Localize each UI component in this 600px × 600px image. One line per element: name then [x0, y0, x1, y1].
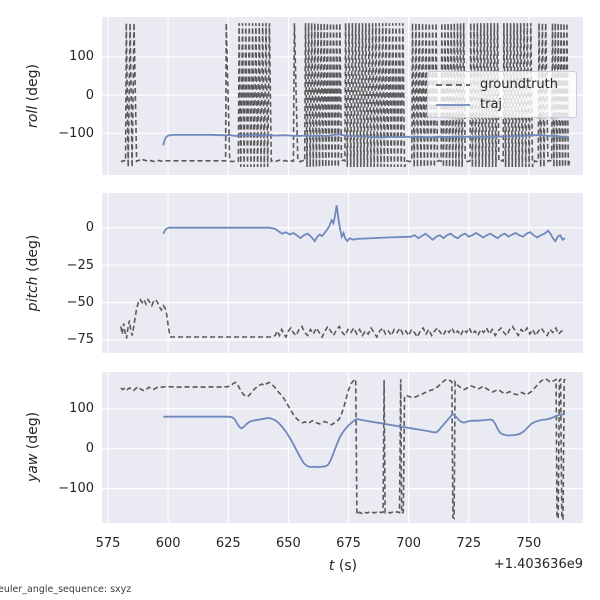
- legend-label-traj: traj: [480, 97, 503, 112]
- pitch-y-tick-label: −50: [66, 295, 94, 311]
- caption: euler_angle_sequence: sxyz: [0, 584, 132, 595]
- yaw-y-tick-label: −100: [58, 481, 94, 497]
- x-axis-offset-text: +1.403636e9: [493, 557, 583, 572]
- roll-y-tick-label: 100: [69, 49, 94, 65]
- x-axis-label-var: t: [328, 558, 335, 574]
- legend-item-traj: traj: [436, 98, 566, 111]
- pitch-groundtruth-line: [120, 297, 565, 339]
- roll-y-tick-label: 0: [85, 87, 94, 103]
- pitch-traj-line: [162, 205, 566, 243]
- yaw-y-tick-label: 100: [69, 401, 94, 417]
- pitch-axis-label: pitch (deg): [24, 193, 42, 353]
- x-tick-label: 575: [95, 536, 121, 551]
- roll-axis-label-var: roll: [25, 105, 41, 128]
- yaw-axis-label-var: yaw: [25, 453, 41, 483]
- pitch-y-tick-label: −25: [66, 257, 94, 273]
- x-tick-label: 600: [155, 536, 181, 551]
- legend: groundtruth traj: [427, 71, 577, 118]
- groundtruth-line-sample-icon: [436, 83, 470, 86]
- x-tick-label: 700: [396, 536, 422, 551]
- pitch-y-tick-label: 0: [85, 220, 94, 236]
- x-tick-label: 725: [456, 536, 482, 551]
- yaw-plot: [102, 372, 583, 523]
- x-tick-label: 750: [516, 536, 542, 551]
- pitch-plot: [102, 193, 583, 353]
- x-tick-label: 650: [275, 536, 301, 551]
- yaw-y-tick-label: 0: [85, 441, 94, 457]
- yaw-groundtruth-line: [120, 377, 566, 521]
- roll-y-tick-label: −100: [58, 125, 94, 141]
- roll-traj-line: [162, 133, 568, 146]
- traj-line-sample-icon: [436, 103, 470, 106]
- x-tick-label: 675: [336, 536, 361, 551]
- roll-groundtruth-line: [120, 23, 571, 168]
- yaw-traj-line: [163, 412, 564, 469]
- x-axis-label-unit: (s): [334, 558, 358, 574]
- x-tick-label: 625: [215, 536, 241, 551]
- pitch-y-tick-label: −75: [66, 332, 94, 348]
- legend-label-groundtruth: groundtruth: [480, 77, 559, 92]
- legend-item-groundtruth: groundtruth: [436, 78, 566, 91]
- x-axis-label: t (s): [329, 558, 357, 574]
